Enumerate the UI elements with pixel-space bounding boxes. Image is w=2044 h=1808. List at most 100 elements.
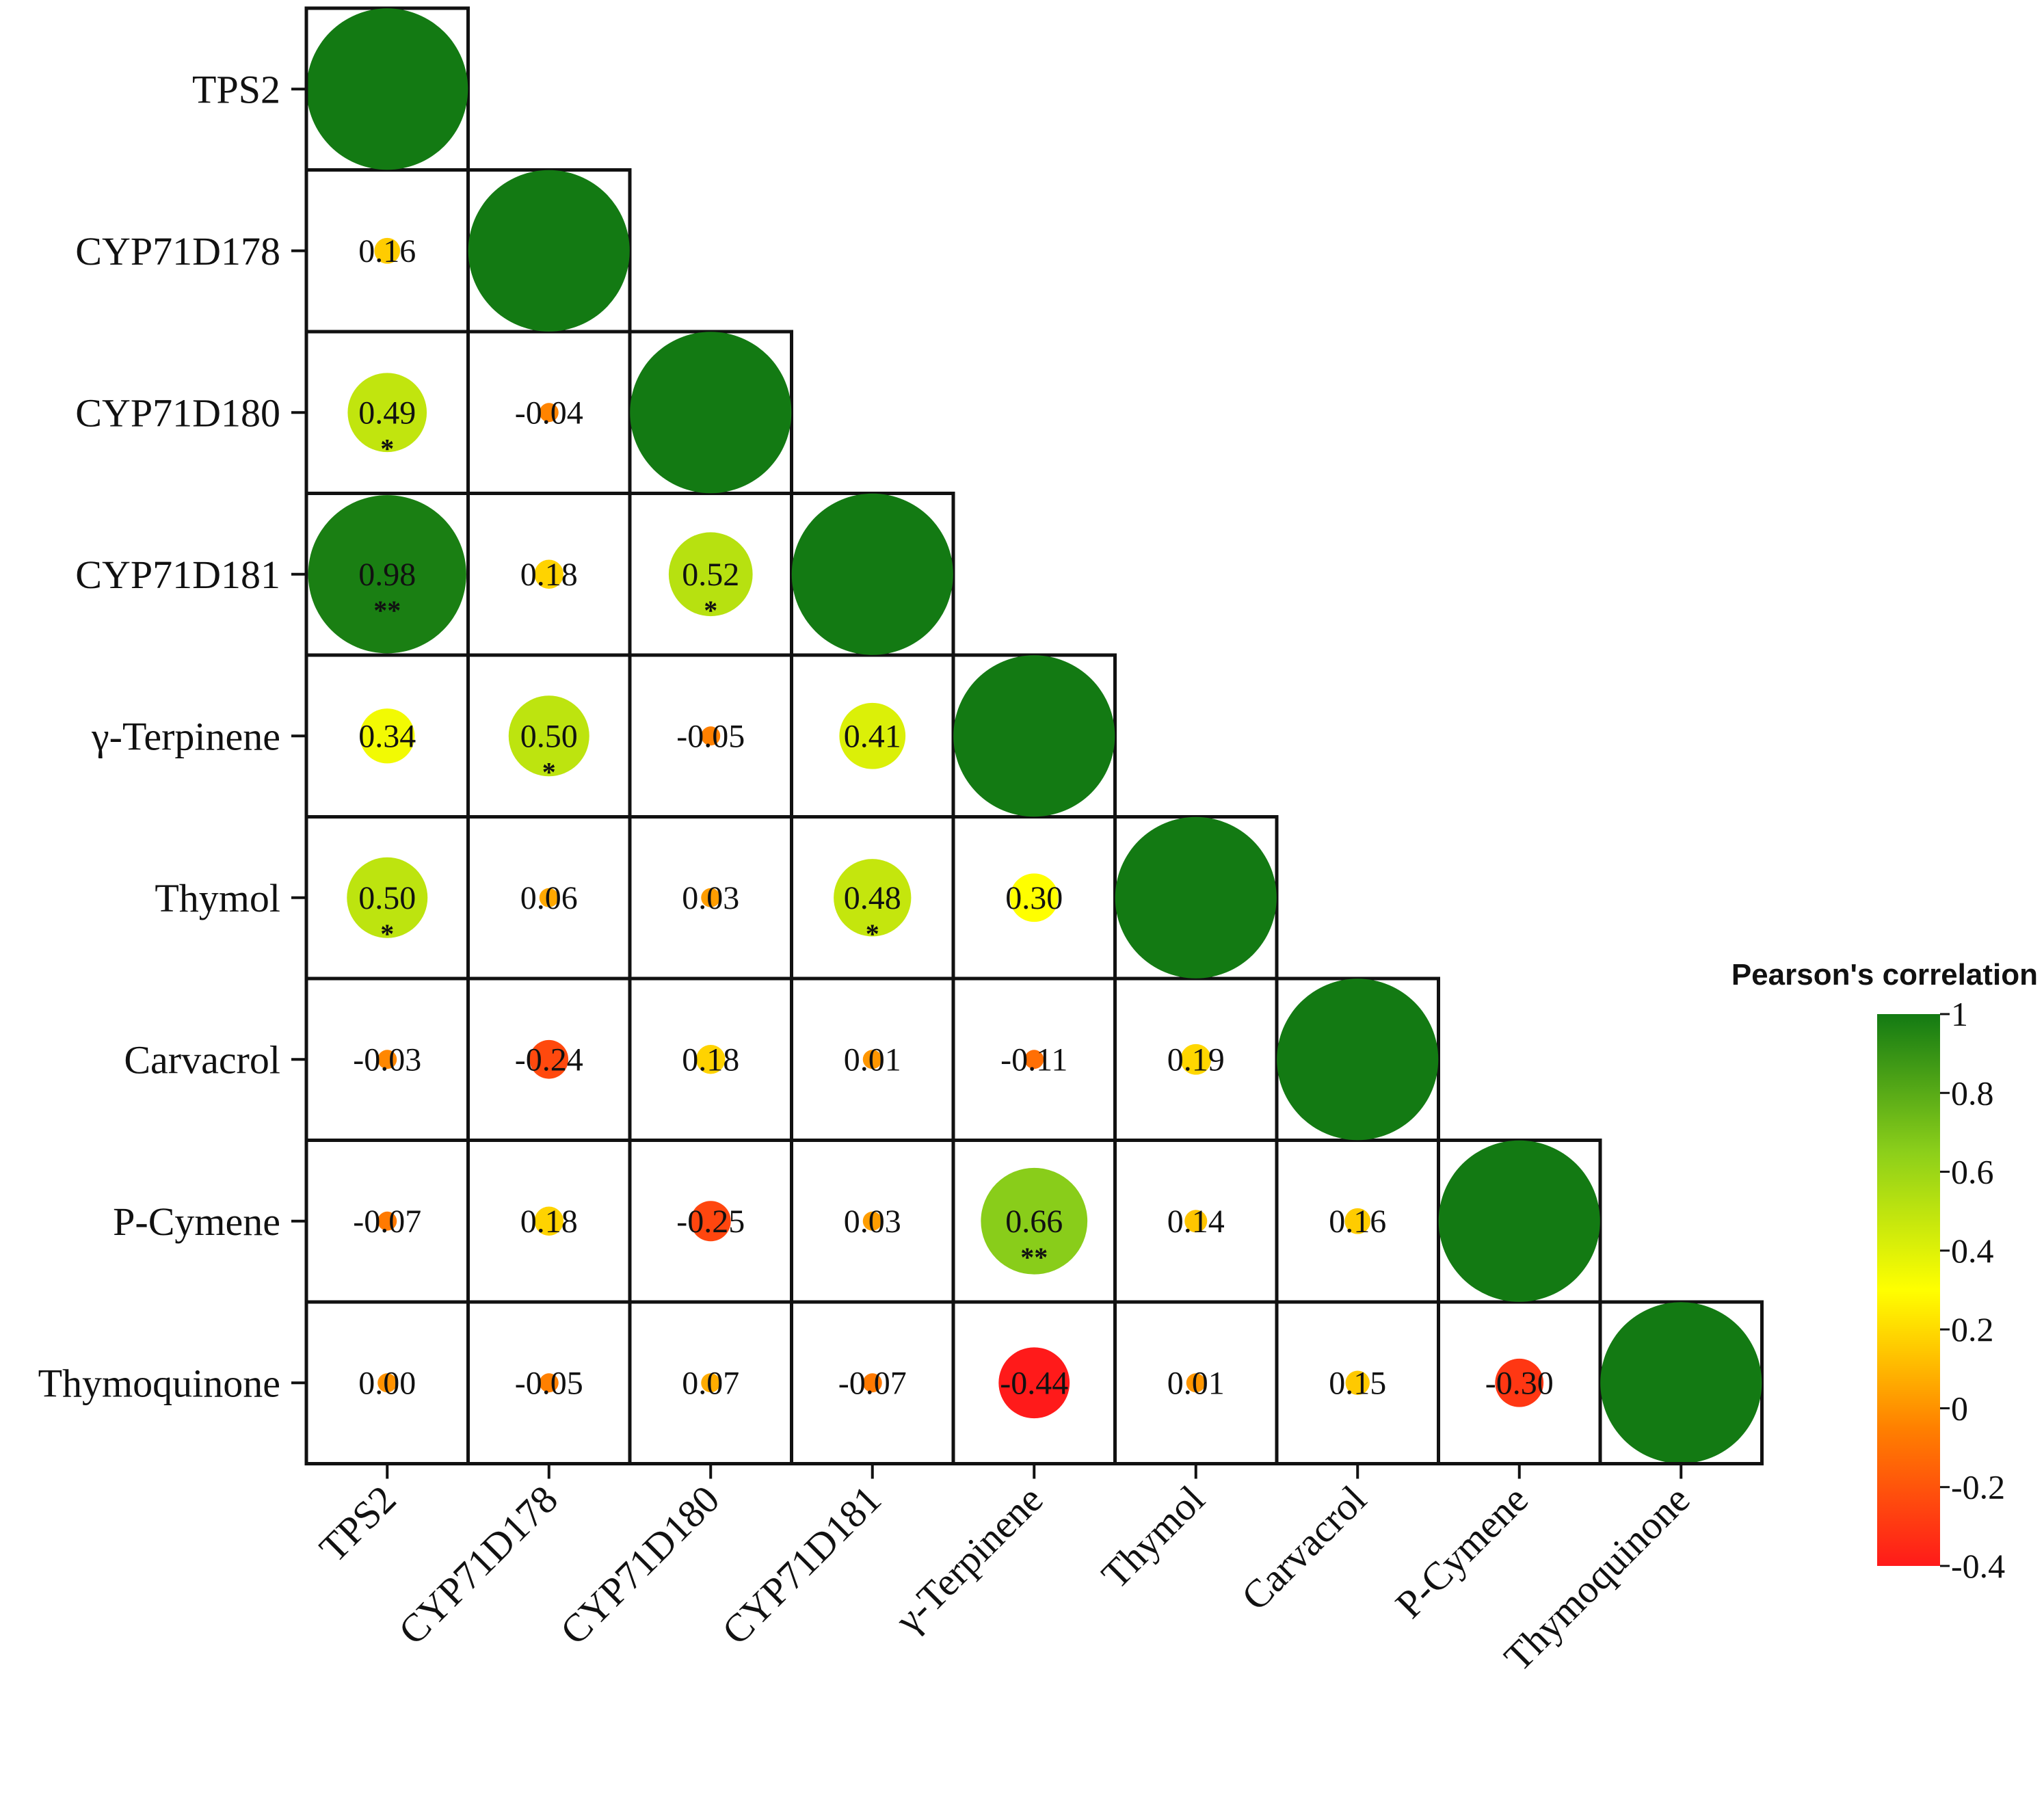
corr-value: 0.01 (1167, 1365, 1225, 1401)
corr-value: 0.14 (1167, 1204, 1225, 1240)
corr-circle-p-cymene-terpinene (981, 1167, 1088, 1275)
corr-value: 0.98 (358, 557, 416, 593)
corr-value: 0.19 (1167, 1041, 1225, 1078)
corr-value: 0.41 (844, 718, 901, 754)
corr-circle-tps2-tps2 (306, 8, 468, 170)
significance-mark: * (866, 918, 879, 949)
corr-value: 0.16 (358, 233, 416, 269)
corr-value: 0.16 (1329, 1204, 1386, 1240)
corr-value: 0.50 (358, 880, 416, 916)
legend-tick-label: 0.2 (1951, 1310, 1994, 1348)
legend-tick-label: 0.8 (1951, 1074, 1994, 1112)
corr-value: 0.18 (520, 1204, 578, 1240)
corr-circle-cyp71d181-cyp71d180 (668, 532, 753, 617)
significance-mark: * (380, 433, 394, 464)
corr-circle-carvacrol-carvacrol (1277, 979, 1439, 1141)
corr-circle-thymoquinone-carvacrol (1345, 1370, 1370, 1395)
x-axis: TPS2CYP71D178CYP71D180CYP71D181γ-Terpine… (306, 1462, 1762, 1679)
y-label-cyp71d180: CYP71D180 (75, 390, 280, 435)
y-label-carvacrol: Carvacrol (124, 1037, 280, 1082)
corr-circle-thymoquinone-thymoquinone (1600, 1302, 1762, 1464)
y-label-p-cymene: P-Cymene (113, 1199, 280, 1244)
corr-value: -0.11 (1000, 1041, 1067, 1078)
corr-circle-cyp71d180-tps2 (347, 373, 427, 453)
corr-value: -0.03 (353, 1041, 421, 1078)
legend-tick-label: 0.6 (1951, 1153, 1994, 1191)
y-label-tps2: TPS2 (192, 67, 280, 111)
x-label-tps2: TPS2 (310, 1477, 404, 1571)
corr-value: 0.50 (520, 718, 578, 754)
y-label-thymoquinone: Thymoquinone (38, 1361, 280, 1405)
corr-value: 0.49 (358, 395, 416, 431)
corr-value: -0.24 (515, 1041, 583, 1078)
corr-value: 0.30 (1005, 880, 1063, 916)
x-label-thymol: Thymol (1093, 1477, 1213, 1597)
corr-value: -0.44 (1000, 1365, 1068, 1401)
corr-circle-terpinene-cyp71d180 (701, 726, 721, 746)
corr-value: 0.18 (520, 557, 578, 593)
matrix-circles (306, 8, 1762, 1464)
corr-circle-carvacrol-cyp71d178 (529, 1039, 569, 1079)
corr-circle-thymoquinone-p-cymene (1495, 1358, 1544, 1407)
significance-mark: * (704, 595, 717, 626)
legend-tick-label: 1 (1951, 995, 1968, 1033)
corr-circle-cyp71d181-cyp71d178 (534, 559, 563, 589)
corr-circle-terpinene-cyp71d181 (839, 702, 906, 769)
corr-circle-thymoquinone-cyp71d178 (539, 1373, 559, 1393)
corr-value: -0.05 (515, 1365, 583, 1401)
corr-circle-cyp71d181-cyp71d181 (791, 493, 953, 655)
corr-circle-thymoquinone-thymol (1186, 1373, 1206, 1393)
x-label-cyp71d178: CYP71D178 (390, 1477, 566, 1653)
corr-circle-thymoquinone-terpinene (998, 1347, 1070, 1419)
significance-mark: * (542, 756, 556, 787)
corr-circle-p-cymene-carvacrol (1344, 1208, 1371, 1234)
corr-circle-terpinene-cyp71d178 (508, 695, 589, 777)
matrix-cells (304, 6, 1764, 1465)
matrix-labels: 0.160.49*-0.040.98**0.18 0.52*0.34 0.50*-0… (353, 233, 1553, 1402)
legend-tick-label: 0.4 (1951, 1232, 1994, 1270)
corr-circle-cyp71d180-cyp71d180 (630, 332, 792, 494)
corr-circle-thymoquinone-tps2 (377, 1373, 397, 1393)
x-label-p-cymene: P-Cymene (1387, 1477, 1537, 1627)
corr-value: 0.07 (682, 1365, 739, 1401)
corr-circle-p-cymene-cyp71d181 (862, 1211, 882, 1231)
legend-title: Pearson's correlation (1731, 958, 2038, 992)
corr-circle-thymoquinone-cyp71d180 (701, 1373, 721, 1393)
y-axis: TPS2 CYP71D178 CYP71D180 CYP71D181 γ-Terpine… (38, 8, 308, 1464)
corr-circle-p-cymene-cyp71d180 (690, 1201, 731, 1242)
corr-circle-carvacrol-cyp71d181 (862, 1050, 882, 1069)
corr-value: 0.34 (358, 718, 416, 754)
corr-circle-carvacrol-terpinene (1024, 1050, 1044, 1069)
legend-colorbar (1877, 1014, 1940, 1566)
significance-mark: ** (1020, 1242, 1048, 1273)
y-label-terpinene: γ-Terpinene (91, 714, 280, 758)
corr-circle-cyp71d181-tps2 (308, 495, 466, 654)
corr-circle-p-cymene-thymol (1184, 1210, 1208, 1233)
corr-value: 0.66 (1005, 1204, 1063, 1240)
corr-value: 0.03 (844, 1204, 901, 1240)
corr-circle-cyp71d178-cyp71d178 (468, 170, 630, 332)
y-label-thymol: Thymol (155, 876, 280, 920)
significance-mark: * (380, 918, 394, 949)
legend-tick-label: 0 (1951, 1389, 1968, 1427)
corr-value: 0.48 (844, 880, 901, 916)
corr-value: 0.00 (358, 1365, 416, 1401)
corr-value: 0.03 (682, 880, 739, 916)
corr-value: 0.01 (844, 1041, 901, 1078)
significance-mark: ** (373, 595, 401, 626)
corr-value: -0.04 (515, 395, 583, 431)
corr-circle-thymol-cyp71d178 (539, 888, 559, 907)
corr-circle-terpinene-tps2 (360, 708, 415, 764)
corr-value: -0.05 (676, 718, 745, 754)
corr-circle-carvacrol-tps2 (377, 1050, 397, 1069)
corr-value: 0.15 (1329, 1365, 1386, 1401)
corr-circle-thymol-tps2 (347, 857, 428, 938)
y-label-cyp71d178: CYP71D178 (75, 229, 280, 274)
corr-circle-p-cymene-tps2 (377, 1211, 397, 1231)
corr-circle-thymoquinone-cyp71d181 (862, 1373, 882, 1393)
x-label-cyp71d181: CYP71D181 (713, 1477, 890, 1653)
corr-value: -0.30 (1485, 1365, 1554, 1401)
corr-circle-p-cymene-cyp71d178 (534, 1206, 563, 1236)
